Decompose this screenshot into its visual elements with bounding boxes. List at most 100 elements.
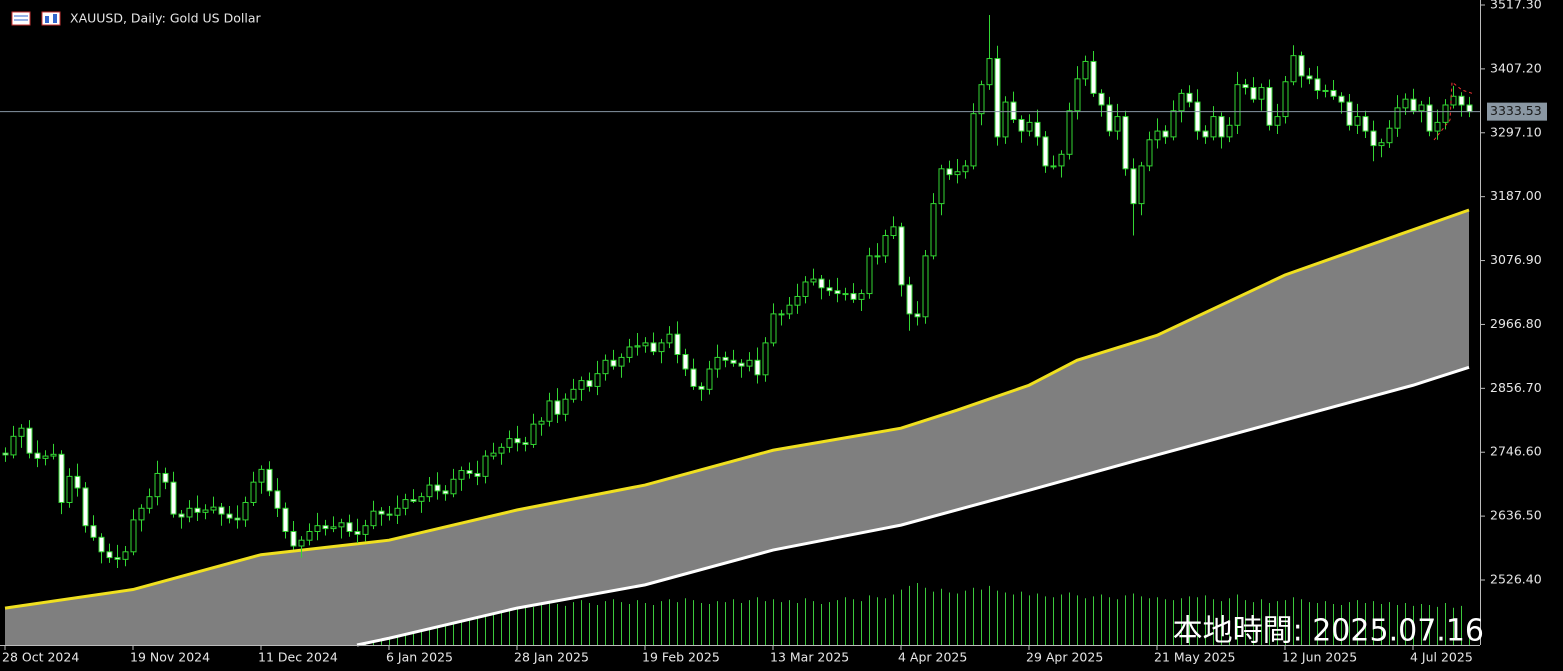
candle-body xyxy=(746,359,753,367)
candle-body xyxy=(562,398,569,415)
candle-body xyxy=(810,278,817,283)
y-tick-label: 3297.10 xyxy=(1490,124,1542,139)
price-label-box xyxy=(1487,102,1547,121)
candle-body xyxy=(74,475,81,489)
candle-body xyxy=(234,517,241,521)
candle-body xyxy=(690,368,697,387)
candle-body xyxy=(618,356,625,367)
y-tick-label: 2856.70 xyxy=(1490,380,1542,395)
candle-body xyxy=(1410,98,1417,112)
price-label: 3333.53 xyxy=(1490,103,1542,118)
candle-body xyxy=(1018,118,1025,132)
candle-body xyxy=(314,525,321,532)
candle-body xyxy=(1178,92,1185,112)
candle-body xyxy=(634,345,641,348)
candle-body xyxy=(1114,116,1121,132)
x-tick-label: 21 May 2025 xyxy=(1154,650,1236,665)
candle-body xyxy=(354,530,361,535)
candle-body xyxy=(1234,84,1241,126)
candle-body xyxy=(922,255,929,318)
candle-body xyxy=(282,507,289,532)
candle-body xyxy=(706,368,713,390)
candle-body xyxy=(130,519,137,553)
candle-body xyxy=(1450,95,1457,106)
candle-body xyxy=(1122,116,1129,170)
candle-body xyxy=(338,522,345,528)
x-tick-label: 19 Nov 2024 xyxy=(130,650,210,665)
candle-body xyxy=(1170,110,1177,138)
candle-body xyxy=(1266,87,1273,126)
candle-body xyxy=(290,530,297,547)
candle-body xyxy=(490,452,497,457)
candle-body xyxy=(18,427,25,437)
candle-body xyxy=(1418,104,1425,112)
candle-body xyxy=(914,313,921,318)
candle-body xyxy=(1010,101,1017,120)
ma-band xyxy=(5,210,1469,645)
candle-body xyxy=(202,509,209,513)
candle-body xyxy=(186,507,193,518)
candle-body xyxy=(874,255,881,258)
candle-body xyxy=(106,551,113,559)
candle-body xyxy=(666,333,673,344)
candle-body xyxy=(1130,168,1137,205)
candle-body xyxy=(1330,89,1337,97)
candle-body xyxy=(866,255,873,295)
candle-body xyxy=(162,472,169,483)
candle-body xyxy=(1386,127,1393,144)
candle-body xyxy=(1298,55,1305,77)
candle-body xyxy=(1346,101,1353,126)
candle-body xyxy=(522,442,529,445)
y-tick-label: 3517.30 xyxy=(1490,0,1542,11)
chart-title: XAUUSD, Daily: Gold US Dollar xyxy=(70,11,261,26)
y-tick-label: 3187.00 xyxy=(1490,188,1542,203)
y-tick-label: 2526.40 xyxy=(1490,572,1542,587)
candle-body xyxy=(114,557,121,560)
candle-body xyxy=(1042,136,1049,167)
candle-body xyxy=(170,481,177,515)
candle-body xyxy=(954,171,961,176)
candle-body xyxy=(602,359,609,375)
candle-body xyxy=(450,478,457,495)
candle-body xyxy=(1426,104,1433,132)
candle-body xyxy=(842,293,849,296)
candle-body xyxy=(1378,142,1385,147)
candle-body xyxy=(10,435,17,456)
y-tick-label: 3407.20 xyxy=(1490,60,1542,75)
candle-body xyxy=(154,472,161,498)
candle-body xyxy=(1226,124,1233,138)
candle-body xyxy=(242,501,249,521)
icon xyxy=(53,14,57,23)
candle-body xyxy=(714,356,721,370)
candle-body xyxy=(570,388,577,400)
x-tick-label: 4 Jul 2025 xyxy=(1410,650,1473,665)
candle-body xyxy=(586,380,593,387)
candle-body xyxy=(898,226,905,286)
candle-body xyxy=(546,400,553,422)
candle-body xyxy=(946,168,953,176)
candle-body xyxy=(250,481,257,503)
candle-body xyxy=(1066,110,1073,155)
candle-body xyxy=(1242,84,1249,89)
candle-body xyxy=(554,400,561,415)
candle-body xyxy=(210,506,217,511)
candle-body xyxy=(1442,104,1449,123)
moving-average xyxy=(356,365,1470,647)
candle-body xyxy=(754,359,761,376)
candle-body xyxy=(682,354,689,370)
y-tick-label: 2636.50 xyxy=(1490,508,1542,523)
candle-body xyxy=(442,490,449,495)
candle-body xyxy=(1098,92,1105,106)
candle-body xyxy=(418,496,425,502)
candle-body xyxy=(82,487,89,527)
candle-body xyxy=(514,438,521,444)
candle-body xyxy=(1002,101,1009,138)
candle-body xyxy=(226,513,233,519)
candle-body xyxy=(1362,116,1369,132)
candle-body xyxy=(138,507,145,521)
icons xyxy=(11,11,61,26)
candle-body xyxy=(1370,130,1377,147)
candle-body xyxy=(394,507,401,516)
